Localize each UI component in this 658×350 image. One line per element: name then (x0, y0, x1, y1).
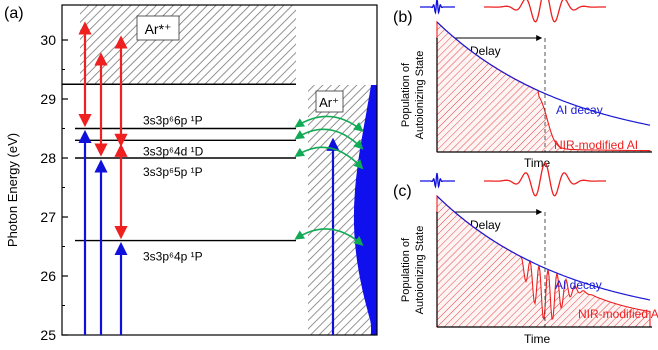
energy-level-label: 3s3p⁶6p ¹P (143, 114, 203, 128)
nir-pulse-b (484, 0, 606, 23)
panel-a: (a) Photon Energy (eV) 25 26 27 28 29 30 3s3p… (4, 4, 378, 343)
upper-continuum-region (80, 5, 296, 85)
nir-label-b: NIR-modified AI (554, 138, 638, 152)
y-tick-label: 27 (40, 209, 56, 225)
xlabel-b: Time (524, 156, 551, 170)
xuv-pulse-b (420, 0, 455, 15)
ion-energy-distribution (353, 85, 377, 335)
ylabel-c-line1: Population of (400, 237, 412, 302)
delay-label-b: Delay (470, 44, 501, 58)
nir-label-c: NIR-modified A (578, 307, 658, 321)
coupling-arrow (294, 146, 364, 170)
xuv-pulse-c (420, 172, 455, 189)
y-tick-label: 26 (40, 268, 56, 284)
ylabel-c-line2: Autoionizing State (414, 226, 426, 315)
delay-label-c: Delay (470, 218, 501, 232)
panel-c: (c) Delay Population of Autoionizing Sta… (393, 162, 658, 346)
energy-level-label: 3s3p⁶5p ¹P (143, 165, 203, 179)
ai-decay-curve-b (436, 21, 651, 126)
ylabel-b-line1: Population of (400, 62, 412, 127)
ylabel-b-line2: Autoionizing State (414, 51, 426, 140)
panel-b-letter: (b) (393, 9, 413, 26)
panel-a-letter: (a) (4, 5, 24, 22)
ai-decay-label-b: AI decay (556, 103, 603, 117)
panel-b: (b) Delay Population of Autoionizing Sta… (393, 0, 652, 170)
y-tick-label: 30 (40, 32, 56, 48)
panel-a-ylabel: Photon Energy (eV) (5, 133, 20, 247)
right-region-label: Ar⁺ (319, 95, 339, 110)
transition-arrows (78, 21, 364, 335)
energy-level-label: 3s3p⁶4p ¹P (143, 250, 203, 264)
energy-level-label: 3s3p⁶4d ¹D (143, 144, 204, 158)
xlabel-c: Time (524, 332, 551, 346)
coupling-arrow (294, 115, 364, 132)
panel-a-frame (61, 4, 378, 336)
nir-pulse-c (484, 162, 606, 197)
y-tick-label: 29 (40, 91, 56, 107)
right-region-label-box (315, 90, 344, 113)
energy-levels: 3s3p⁶6p ¹P 3s3p⁶4d ¹D 3s3p⁶5p ¹P 3s3p⁶4p ¹P (62, 83, 296, 264)
panel-a-y-ticks: 25 26 27 28 29 30 (40, 32, 68, 343)
upper-region-label: Ar*⁺ (145, 21, 172, 37)
ai-decay-label-c: AI decay (555, 278, 602, 292)
y-tick-label: 25 (40, 327, 56, 343)
ai-decay-curve-c (436, 195, 651, 301)
panel-c-letter: (c) (393, 183, 412, 200)
y-tick-label: 28 (40, 150, 56, 166)
upper-region-label-box (136, 15, 180, 41)
nir-modified-population-b (436, 20, 651, 153)
coupling-arrow (294, 228, 364, 246)
coupling-arrow (294, 128, 364, 150)
